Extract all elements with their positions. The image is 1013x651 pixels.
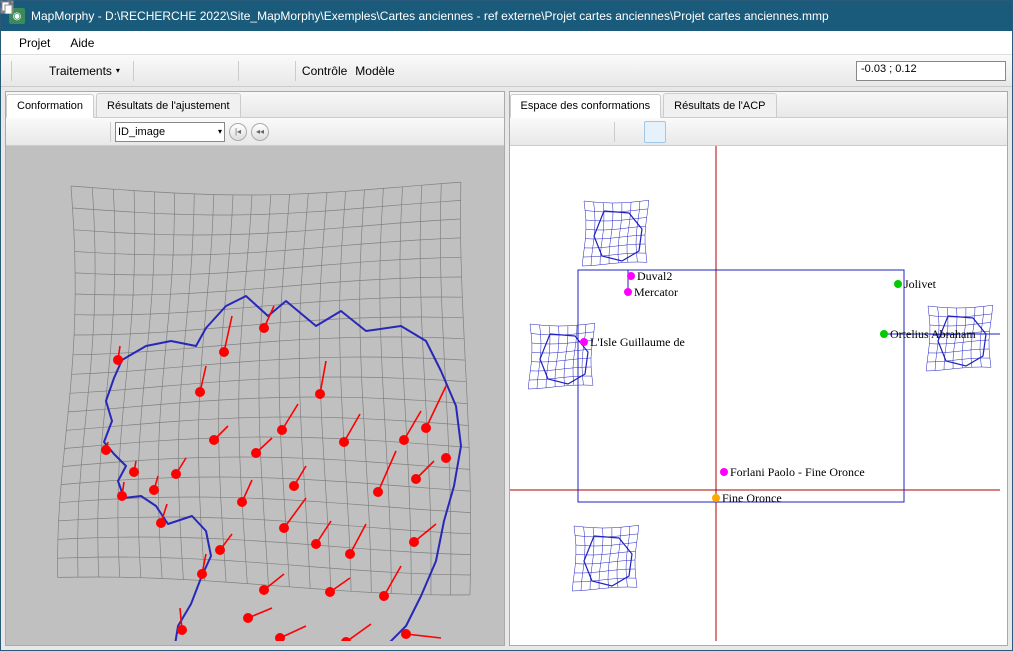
maximize-button[interactable] bbox=[920, 1, 966, 31]
head-icon[interactable] bbox=[83, 121, 105, 143]
measure-icon[interactable] bbox=[268, 60, 290, 82]
right-canvas[interactable]: Duval2 Mercator L'Isle Guillaume de Forlani… bbox=[510, 146, 1008, 645]
controle-label[interactable]: Contrôle bbox=[300, 64, 349, 78]
left-subtoolbar: ID_image ▾ |◂ ◂◂ bbox=[6, 118, 504, 146]
minimize-button[interactable] bbox=[874, 1, 920, 31]
svg-text:Mercator: Mercator bbox=[634, 285, 678, 299]
tab-espace-conformations[interactable]: Espace des conformations bbox=[510, 94, 662, 118]
tab-conformation[interactable]: Conformation bbox=[6, 94, 94, 118]
left-canvas[interactable] bbox=[6, 146, 504, 645]
coord-readout: -0.03 ; 0.12 bbox=[856, 61, 1006, 81]
r-copy-icon[interactable] bbox=[644, 121, 666, 143]
main-toolbar: Traitements ▾ Contrôle Modèle i -0.03 ; … bbox=[1, 55, 1012, 87]
r-zoom-sel-icon[interactable] bbox=[515, 121, 537, 143]
svg-text:Fine Oronce: Fine Oronce bbox=[722, 491, 782, 505]
svg-text:Duval2: Duval2 bbox=[637, 269, 672, 283]
right-subtoolbar bbox=[510, 118, 1008, 146]
workspace: Conformation Résultats de l'ajustement I… bbox=[1, 87, 1012, 650]
left-tabs: Conformation Résultats de l'ajustement bbox=[6, 92, 504, 118]
modele-label[interactable]: Modèle bbox=[349, 64, 400, 78]
titlebar: ◉ MapMorphy - D:\RECHERCHE 2022\Site_Map… bbox=[1, 1, 1012, 31]
window-title: MapMorphy - D:\RECHERCHE 2022\Site_MapMo… bbox=[31, 9, 874, 23]
nav-prev-icon[interactable]: ◂◂ bbox=[251, 123, 269, 141]
pointer-icon[interactable] bbox=[244, 60, 266, 82]
tab-resultats-acp[interactable]: Résultats de l'ACP bbox=[663, 93, 776, 117]
svg-text:L'Isle Guillaume de: L'Isle Guillaume de bbox=[590, 335, 685, 349]
menu-projet[interactable]: Projet bbox=[9, 33, 60, 53]
main-window: ◉ MapMorphy - D:\RECHERCHE 2022\Site_Map… bbox=[0, 0, 1013, 651]
r-head-icon[interactable] bbox=[587, 121, 609, 143]
zoom-extent-icon[interactable] bbox=[211, 60, 233, 82]
left-panel: Conformation Résultats de l'ajustement I… bbox=[5, 91, 505, 646]
svg-text:Jolivet: Jolivet bbox=[904, 277, 937, 291]
zoom-in-icon[interactable] bbox=[139, 60, 161, 82]
run-icon[interactable] bbox=[17, 60, 39, 82]
r-search-icon[interactable] bbox=[620, 121, 642, 143]
id-image-combo[interactable]: ID_image ▾ bbox=[115, 122, 225, 142]
nav-first-icon[interactable]: |◂ bbox=[229, 123, 247, 141]
tab-resultats-ajustement[interactable]: Résultats de l'ajustement bbox=[96, 93, 241, 117]
svg-text:Ortelius Abraham: Ortelius Abraham bbox=[890, 327, 976, 341]
zoom-out-icon[interactable] bbox=[163, 60, 185, 82]
info-icon[interactable]: i bbox=[402, 60, 424, 82]
menubar: Projet Aide bbox=[1, 31, 1012, 55]
right-panel: Espace des conformations Résultats de l'… bbox=[509, 91, 1009, 646]
pan-icon[interactable] bbox=[187, 60, 209, 82]
fit-icon[interactable] bbox=[35, 121, 57, 143]
traitements-label: Traitements bbox=[49, 64, 112, 78]
svg-text:Forlani Paolo - Fine Oronce: Forlani Paolo - Fine Oronce bbox=[730, 465, 865, 479]
zoom-sel-icon[interactable] bbox=[11, 121, 33, 143]
traitements-dropdown[interactable]: Traitements ▾ bbox=[42, 61, 127, 81]
close-button[interactable] bbox=[966, 1, 1012, 31]
right-tabs: Espace des conformations Résultats de l'… bbox=[510, 92, 1008, 118]
table-icon[interactable] bbox=[426, 60, 448, 82]
swap-icon[interactable] bbox=[59, 121, 81, 143]
menu-aide[interactable]: Aide bbox=[60, 33, 104, 53]
r-fit-icon[interactable] bbox=[539, 121, 561, 143]
r-swap-icon[interactable] bbox=[563, 121, 585, 143]
